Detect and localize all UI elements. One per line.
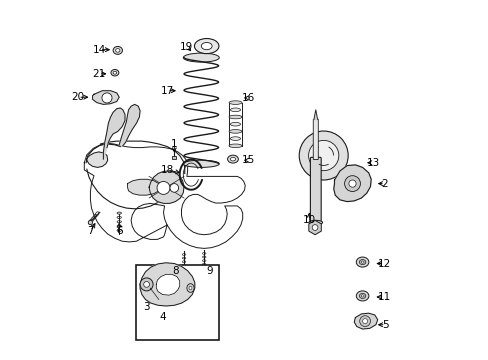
Polygon shape <box>140 263 194 306</box>
Circle shape <box>362 319 367 324</box>
Circle shape <box>348 180 355 187</box>
Text: 10: 10 <box>302 215 315 225</box>
Circle shape <box>143 282 149 287</box>
Ellipse shape <box>230 108 240 112</box>
Polygon shape <box>119 104 140 146</box>
Text: 19: 19 <box>180 42 193 52</box>
Text: 18: 18 <box>160 165 173 175</box>
Text: 21: 21 <box>92 69 105 79</box>
Ellipse shape <box>356 257 368 267</box>
Polygon shape <box>354 313 377 329</box>
Circle shape <box>344 176 360 192</box>
Ellipse shape <box>113 71 117 74</box>
Ellipse shape <box>230 157 235 161</box>
Text: 16: 16 <box>242 93 255 103</box>
Text: 15: 15 <box>242 155 255 165</box>
Text: 4: 4 <box>159 312 165 322</box>
Ellipse shape <box>88 220 92 225</box>
Ellipse shape <box>194 39 219 54</box>
Polygon shape <box>103 108 125 159</box>
Polygon shape <box>86 152 107 167</box>
Ellipse shape <box>201 42 212 50</box>
Text: 12: 12 <box>377 258 390 269</box>
Ellipse shape <box>186 284 194 292</box>
Ellipse shape <box>308 220 322 225</box>
Ellipse shape <box>183 53 219 62</box>
Circle shape <box>170 184 178 192</box>
Text: 8: 8 <box>172 266 178 276</box>
Circle shape <box>311 225 317 230</box>
Ellipse shape <box>228 115 242 119</box>
Text: 9: 9 <box>205 266 212 276</box>
Polygon shape <box>127 179 161 195</box>
Ellipse shape <box>111 69 119 76</box>
Text: 2: 2 <box>381 179 387 189</box>
Polygon shape <box>92 91 119 104</box>
Ellipse shape <box>115 49 120 52</box>
Text: 11: 11 <box>377 292 390 302</box>
Ellipse shape <box>117 212 121 214</box>
Ellipse shape <box>230 137 240 140</box>
Bar <box>172 156 176 159</box>
Polygon shape <box>333 165 370 202</box>
Ellipse shape <box>359 260 365 265</box>
Ellipse shape <box>183 160 219 167</box>
Ellipse shape <box>361 261 363 263</box>
Circle shape <box>308 140 338 171</box>
Text: 5: 5 <box>382 320 388 330</box>
Ellipse shape <box>228 101 242 104</box>
Ellipse shape <box>227 155 238 163</box>
FancyBboxPatch shape <box>313 119 318 159</box>
Ellipse shape <box>356 291 368 301</box>
Text: 13: 13 <box>366 158 379 168</box>
Text: 6: 6 <box>116 226 122 236</box>
Ellipse shape <box>359 293 365 298</box>
Polygon shape <box>156 274 179 295</box>
Ellipse shape <box>230 122 240 126</box>
Circle shape <box>299 131 347 180</box>
Polygon shape <box>149 171 183 203</box>
Text: 20: 20 <box>71 92 84 102</box>
Text: 14: 14 <box>93 45 106 55</box>
Text: 17: 17 <box>160 86 173 96</box>
Text: 1: 1 <box>171 139 177 149</box>
Text: 3: 3 <box>143 302 150 312</box>
Ellipse shape <box>228 144 242 148</box>
Ellipse shape <box>189 286 192 290</box>
FancyBboxPatch shape <box>136 265 218 340</box>
Polygon shape <box>313 110 317 120</box>
FancyBboxPatch shape <box>310 157 321 224</box>
Ellipse shape <box>113 46 122 54</box>
Ellipse shape <box>361 295 363 297</box>
Circle shape <box>157 181 170 194</box>
Text: 7: 7 <box>87 226 94 236</box>
Ellipse shape <box>228 130 242 133</box>
Circle shape <box>102 93 112 103</box>
Ellipse shape <box>180 270 187 275</box>
Ellipse shape <box>200 269 208 274</box>
Circle shape <box>359 316 370 327</box>
Circle shape <box>140 278 153 291</box>
